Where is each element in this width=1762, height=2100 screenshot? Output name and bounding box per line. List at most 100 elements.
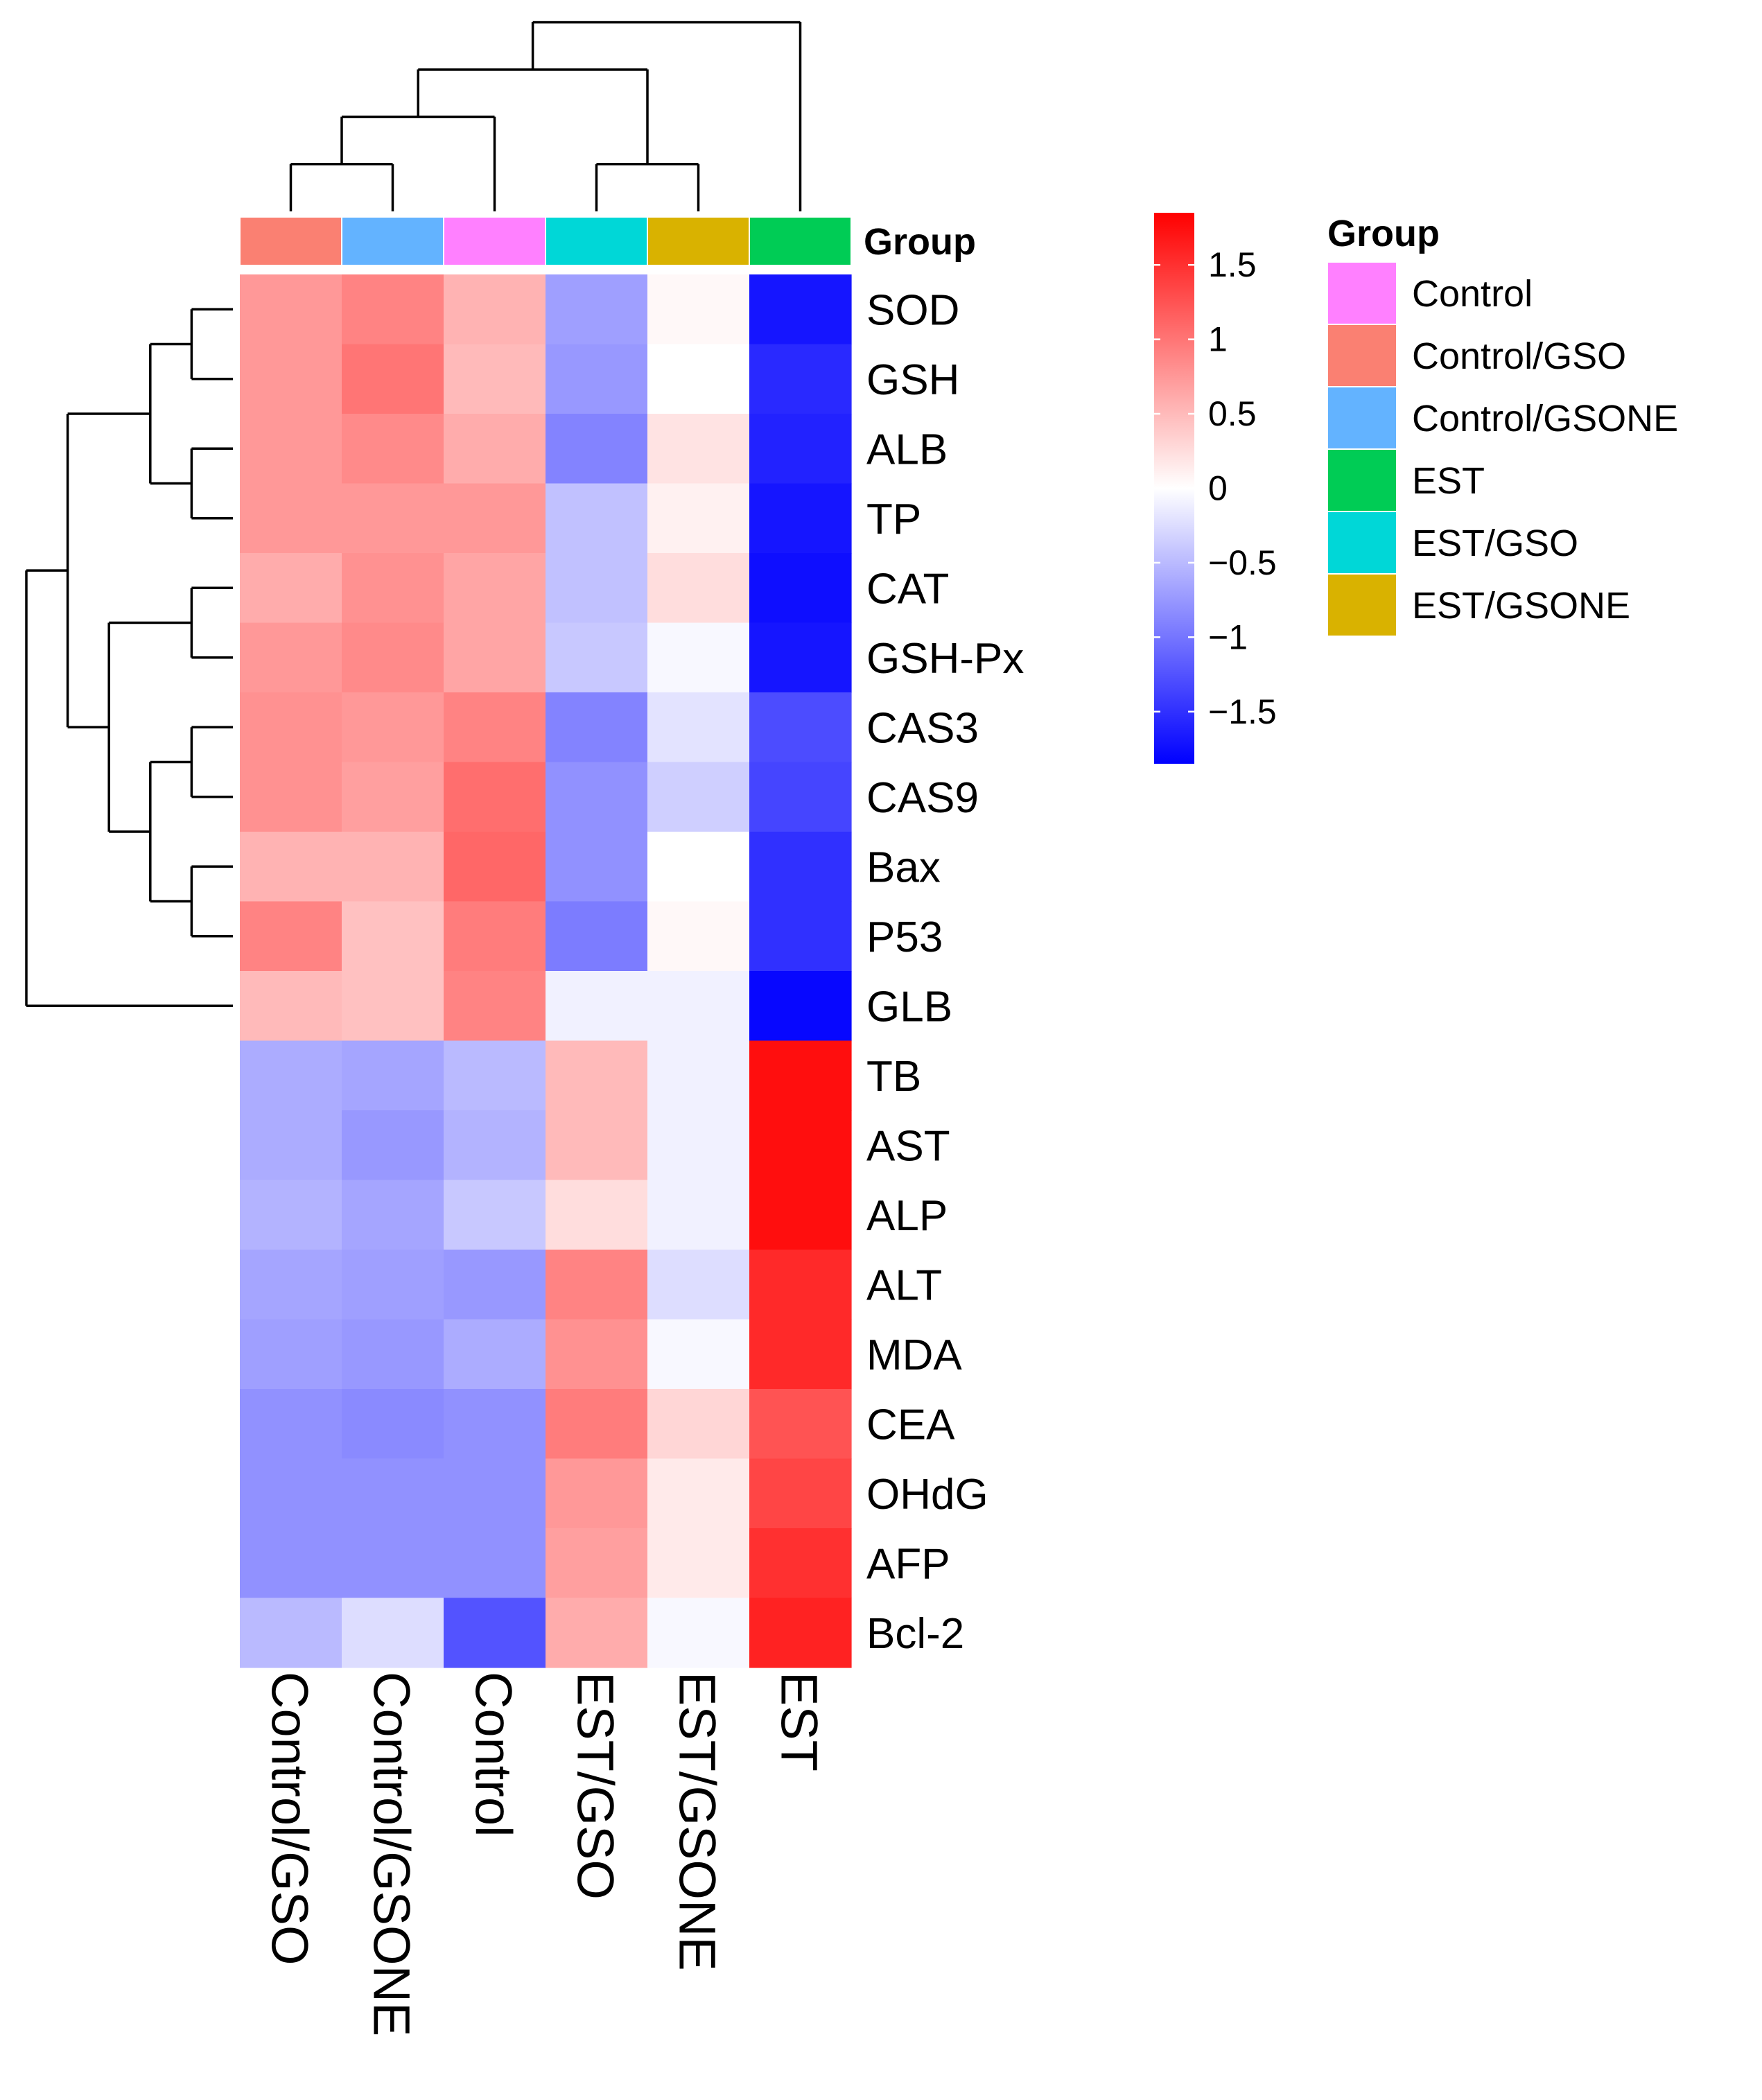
heatmap-cell <box>444 1319 546 1390</box>
heatmap-cell <box>647 971 750 1042</box>
row-labels: SOD GSH ALB TP CAT GSH-Px CAS3 CAS9 Bax P53 GLB TB A… <box>866 286 1024 1658</box>
group-legend-title: Group <box>1327 213 1440 254</box>
heatmap-cell <box>342 1319 444 1390</box>
heatmap-cell <box>647 1180 750 1250</box>
heatmap-cell <box>240 344 342 414</box>
row-label: GSH-Px <box>866 635 1024 683</box>
heatmap-cell <box>240 1389 342 1460</box>
heatmap-cell <box>342 971 444 1042</box>
heatmap-cell <box>647 1250 750 1320</box>
row-label: TB <box>866 1053 921 1101</box>
column-labels: Control/GSO Control/GSONE Control EST/GSO ES… <box>261 1672 828 2036</box>
heatmap-cell <box>342 1598 444 1668</box>
row-label: CAS9 <box>866 774 979 822</box>
group-annotation-cell <box>545 216 648 266</box>
heatmap-cell <box>240 553 342 624</box>
heatmap-cell <box>342 1110 444 1181</box>
heatmap-cell <box>647 762 750 832</box>
group-annotation-cell <box>443 216 546 266</box>
heatmap-cell <box>240 692 342 763</box>
heatmap-cell <box>647 553 750 624</box>
heatmap-cell <box>749 832 852 902</box>
row-label: CAT <box>866 565 949 613</box>
row-label: GSH <box>866 356 959 404</box>
heatmap-cell <box>342 1180 444 1250</box>
heatmap-cell <box>444 1110 546 1181</box>
heatmap-cell <box>647 414 750 484</box>
heatmap-cell <box>647 1110 750 1181</box>
color-scale-tick-label: −0.5 <box>1208 543 1277 582</box>
heatmap-cell <box>444 1250 546 1320</box>
heatmap-cell <box>749 414 852 484</box>
column-label: Control/GSO <box>261 1672 319 1966</box>
heatmap-cell <box>240 1250 342 1320</box>
heatmap-cell <box>240 832 342 902</box>
heatmap-cell <box>240 971 342 1042</box>
row-label: AFP <box>866 1540 950 1588</box>
heatmap-cell <box>647 832 750 902</box>
heatmap-cell <box>444 762 546 832</box>
heatmap-cell <box>444 414 546 484</box>
legend-swatch <box>1327 511 1397 575</box>
row-label: Bcl-2 <box>866 1610 964 1658</box>
heatmap-cell <box>546 901 648 972</box>
heatmap-cell <box>647 622 750 693</box>
color-scale-bar <box>1154 213 1194 764</box>
heatmap-cell <box>749 1040 852 1111</box>
heatmap-cell <box>342 414 444 484</box>
heatmap-cell <box>444 1528 546 1599</box>
heatmap-cell <box>546 762 648 832</box>
heatmap-cell <box>749 971 852 1042</box>
legend-swatch <box>1327 324 1397 387</box>
heatmap-cell <box>546 553 648 624</box>
heatmap-cell <box>546 1250 648 1320</box>
row-dendrogram <box>25 308 233 1007</box>
column-label: EST/GSONE <box>669 1672 726 1971</box>
legend-label: EST/GSO <box>1412 523 1578 564</box>
row-label: P53 <box>866 913 943 961</box>
heatmap-cell <box>444 622 546 693</box>
column-label: EST <box>771 1672 828 1771</box>
group-legend: Group Control Control/GSO Control/GSONE EST… <box>1327 213 1678 637</box>
heatmap-cell <box>240 1598 342 1668</box>
heatmap-cell <box>240 1040 342 1111</box>
heatmap-cell <box>240 414 342 484</box>
heatmap-cell <box>342 1040 444 1111</box>
heatmap-cell <box>444 832 546 902</box>
heatmap-cell <box>444 692 546 763</box>
heatmap-cell <box>546 483 648 554</box>
heatmap-cell <box>342 1250 444 1320</box>
heatmap-cell <box>647 1598 750 1668</box>
heatmap-cell <box>749 622 852 693</box>
row-label: ALP <box>866 1192 948 1240</box>
heatmap-cell <box>342 1528 444 1599</box>
legend-label: EST/GSONE <box>1412 585 1630 627</box>
heatmap-cell <box>749 692 852 763</box>
color-scale-tick-label: −1 <box>1208 618 1248 656</box>
heatmap-cell <box>444 483 546 554</box>
legend-swatch <box>1327 261 1397 325</box>
heatmap-cell <box>546 622 648 693</box>
column-label: Control <box>465 1672 523 1837</box>
heatmap-cell <box>546 971 648 1042</box>
heatmap-cell <box>444 1180 546 1250</box>
heatmap-cell <box>647 692 750 763</box>
heatmap-cell <box>749 1110 852 1181</box>
heatmap-cell <box>749 1528 852 1599</box>
heatmap-cell <box>240 1528 342 1599</box>
row-label: OHdG <box>866 1471 988 1519</box>
heatmap-cell <box>546 1319 648 1390</box>
heatmap-cell <box>749 1180 852 1250</box>
row-label: AST <box>866 1122 950 1170</box>
heatmap-cell <box>444 1389 546 1460</box>
heatmap-cell <box>546 344 648 414</box>
row-label: Bax <box>866 843 941 891</box>
group-annotation-cell <box>647 216 750 266</box>
heatmap-cell <box>342 553 444 624</box>
heatmap-cell <box>342 901 444 972</box>
heatmap-cell <box>749 1389 852 1460</box>
heatmap-cell <box>240 1458 342 1529</box>
heatmap-cell <box>546 1458 648 1529</box>
heatmap-cell <box>749 762 852 832</box>
